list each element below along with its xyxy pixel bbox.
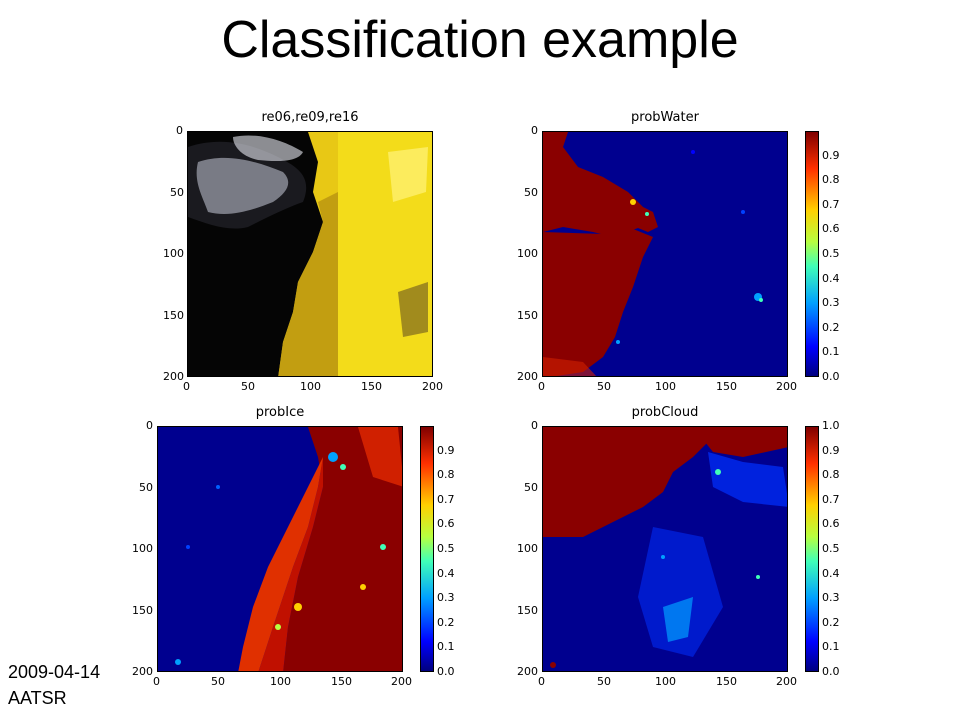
probcloud-ytick-150: 150 [517, 604, 538, 617]
panel-title-composite: re06,re09,re16 [261, 110, 359, 125]
probice-colorbar-tick: 0.7 [437, 492, 455, 506]
probcloud-xtick-50: 50 [597, 675, 611, 688]
composite-xtick-200: 200 [422, 380, 443, 393]
probice-xtick-0: 0 [153, 675, 160, 688]
probice-ytick-100: 100 [132, 542, 153, 555]
composite-ytick-0: 0 [176, 124, 183, 137]
probice-xtick-100: 100 [270, 675, 291, 688]
probice-colorbar-tick: 0.5 [437, 542, 455, 555]
probwater-ytick-0: 0 [531, 124, 538, 137]
probice-colorbar-tick: 0.0 [437, 665, 455, 678]
probcloud-colorbar-tick: 0.2 [822, 615, 840, 629]
probwater-xtick-100: 100 [655, 380, 676, 393]
probwater-colorbar-tick: 0.5 [822, 247, 840, 260]
probice-image-svg [158, 427, 402, 671]
probice-xtick-150: 150 [331, 675, 352, 688]
probwater-ytick-200: 200 [517, 370, 538, 383]
probice-ytick-200: 200 [132, 665, 153, 678]
composite-ytick-200: 200 [163, 370, 184, 383]
probcloud-colorbar-tick: 0.8 [822, 468, 840, 482]
probwater-xtick-50: 50 [597, 380, 611, 393]
probwater-colorbar-tick: 0.2 [822, 320, 840, 334]
probcloud-image-svg [543, 427, 787, 671]
probcloud-colorbar-tick: 0.9 [822, 443, 840, 457]
probwater-image [542, 131, 788, 377]
probice-colorbar-tick: 0.2 [437, 615, 455, 629]
probcloud-ytick-100: 100 [517, 542, 538, 555]
probice-colorbar-tick: 0.4 [437, 566, 455, 580]
probwater-colorbar-tick: 0.3 [822, 296, 840, 310]
probcloud-colorbar-tick: 0.7 [822, 492, 840, 506]
probwater-ytick-100: 100 [517, 247, 538, 260]
probwater-colorbar [805, 131, 819, 377]
probwater-ytick-50: 50 [524, 186, 538, 199]
probcloud-colorbar-tick: 1.0 [822, 419, 840, 432]
probwater-colorbar-tick: 0.4 [822, 271, 840, 285]
probwater-colorbar-tick: 0.8 [822, 173, 840, 187]
composite-image [187, 131, 433, 377]
probcloud-ytick-0: 0 [531, 419, 538, 432]
probwater-ytick-150: 150 [517, 309, 538, 322]
probwater-colorbar-tick: 0.1 [822, 345, 840, 359]
composite-xtick-50: 50 [241, 380, 255, 393]
composite-ytick-150: 150 [163, 309, 184, 322]
composite-xtick-150: 150 [361, 380, 382, 393]
probwater-xtick-150: 150 [716, 380, 737, 393]
probwater-colorbar-tick: 0.9 [822, 148, 840, 162]
probice-xtick-200: 200 [391, 675, 412, 688]
probice-xtick-50: 50 [211, 675, 225, 688]
probice-colorbar-tick: 0.8 [437, 468, 455, 482]
probcloud-colorbar-tick: 0.0 [822, 665, 840, 678]
probcloud-image [542, 426, 788, 672]
composite-ytick-50: 50 [170, 186, 184, 199]
probcloud-colorbar-tick: 0.1 [822, 640, 840, 654]
probice-colorbar-tick: 0.9 [437, 443, 455, 457]
probwater-xtick-0: 0 [538, 380, 545, 393]
probcloud-xtick-0: 0 [538, 675, 545, 688]
probcloud-colorbar [805, 426, 819, 672]
probice-colorbar-tick: 0.3 [437, 591, 455, 605]
panel-title-probice: probIce [255, 405, 305, 420]
probcloud-xtick-150: 150 [716, 675, 737, 688]
probcloud-xtick-100: 100 [655, 675, 676, 688]
probcloud-colorbar-tick: 0.3 [822, 591, 840, 605]
footer-sensor: AATSR [8, 688, 67, 708]
composite-ytick-100: 100 [163, 247, 184, 260]
composite-image-svg [188, 132, 432, 376]
probwater-colorbar-tick: 0.6 [822, 222, 840, 236]
probwater-xtick-200: 200 [776, 380, 797, 393]
probice-ytick-150: 150 [132, 604, 153, 617]
probice-ytick-0: 0 [146, 419, 153, 432]
probcloud-colorbar-tick: 0.6 [822, 517, 840, 531]
probice-ytick-50: 50 [139, 481, 153, 494]
probcloud-ytick-200: 200 [517, 665, 538, 678]
probcloud-xtick-200: 200 [776, 675, 797, 688]
footer-date: 2009-04-14 [8, 662, 101, 682]
probcloud-colorbar-tick: 0.5 [822, 542, 840, 555]
probice-colorbar-tick: 0.6 [437, 517, 455, 531]
probcloud-colorbar-tick: 0.4 [822, 566, 840, 580]
composite-xtick-0: 0 [183, 380, 190, 393]
panel-title-probcloud: probCloud [631, 405, 699, 420]
probice-colorbar [420, 426, 434, 672]
probice-image [157, 426, 403, 672]
composite-xtick-100: 100 [300, 380, 321, 393]
probwater-colorbar-tick: 0.7 [822, 197, 840, 211]
probwater-colorbar-tick: 0.0 [822, 370, 840, 383]
probcloud-ytick-50: 50 [524, 481, 538, 494]
panel-title-probwater: probWater [631, 110, 699, 125]
probice-colorbar-tick: 0.1 [437, 640, 455, 654]
probwater-image-svg [543, 132, 787, 376]
slide-title: Classification example [221, 11, 739, 69]
